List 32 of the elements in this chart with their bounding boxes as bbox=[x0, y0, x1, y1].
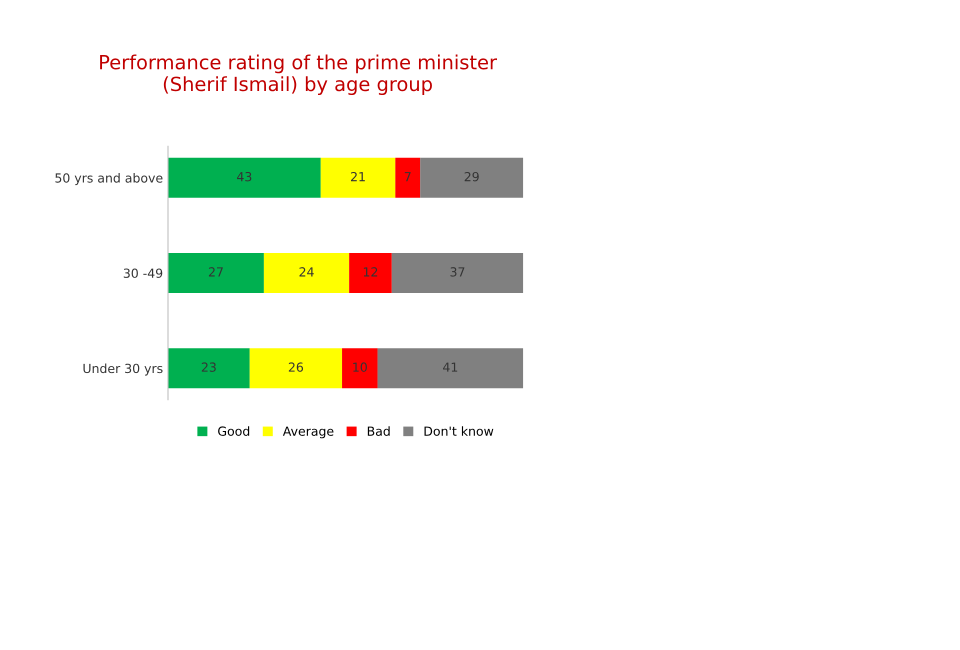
data-label: 43 bbox=[237, 172, 252, 182]
data-label: 26 bbox=[288, 362, 304, 372]
data-label: 10 bbox=[353, 362, 367, 372]
legend-label: Bad bbox=[368, 426, 390, 436]
data-label: 37 bbox=[450, 267, 464, 277]
data-label: 12 bbox=[364, 267, 378, 276]
data-label: 23 bbox=[202, 362, 216, 372]
data-label: 7 bbox=[404, 172, 411, 182]
chart-title: Performance rating of the prime minister (Sherif Ismail) by age group bbox=[100, 54, 497, 96]
bar bbox=[250, 348, 342, 388]
bar bbox=[378, 348, 524, 388]
legend-label: Average bbox=[282, 426, 334, 438]
bar bbox=[342, 348, 378, 388]
data-label: 24 bbox=[299, 267, 314, 276]
data-label: 27 bbox=[208, 267, 223, 276]
y-tick-label: Under 30 yrs bbox=[83, 363, 163, 376]
bar bbox=[168, 253, 264, 293]
data-label: 29 bbox=[464, 172, 479, 182]
data-label: 41 bbox=[443, 362, 458, 372]
bar bbox=[168, 348, 250, 388]
y-tick-label: 30 -49 bbox=[124, 268, 162, 278]
y-tick-label: 50 yrs and above bbox=[55, 173, 162, 186]
bar bbox=[420, 158, 524, 198]
legend-label: Don't know bbox=[424, 426, 494, 436]
bar bbox=[168, 158, 321, 198]
bar bbox=[320, 158, 396, 198]
bar bbox=[349, 253, 392, 293]
bar bbox=[392, 253, 524, 293]
data-label: 21 bbox=[350, 172, 365, 182]
bar bbox=[395, 158, 420, 198]
bar bbox=[264, 253, 350, 293]
legend-label: Good bbox=[218, 426, 250, 436]
